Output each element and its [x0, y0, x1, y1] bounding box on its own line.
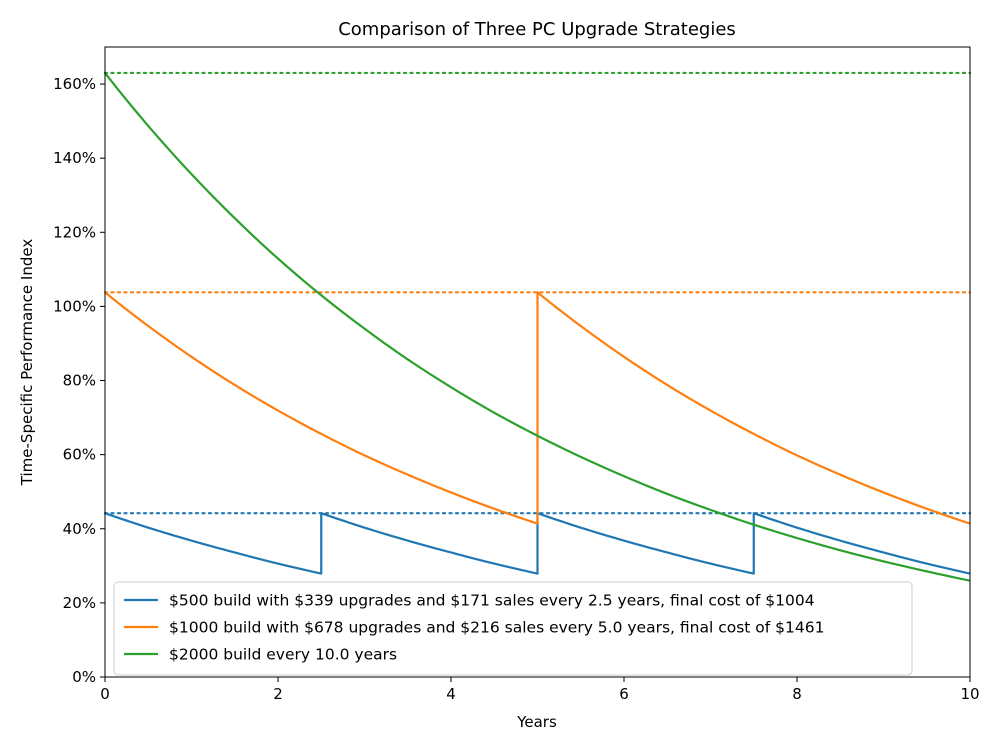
chart-title: Comparison of Three PC Upgrade Strategie… — [338, 19, 736, 40]
reference-lines — [103, 71, 972, 515]
x-tick-label: 6 — [619, 685, 629, 703]
series-line — [104, 72, 971, 582]
x-axis: 0 2 4 6 8 10 — [100, 677, 980, 703]
legend-entry: $500 build with $339 upgrades and $171 s… — [169, 592, 815, 610]
y-tick-label: 0% — [72, 668, 96, 686]
x-tick-label: 0 — [100, 685, 110, 703]
x-axis-label: Years — [516, 713, 557, 731]
legend-entry: $1000 build with $678 upgrades and $216 … — [169, 619, 824, 637]
y-tick-label: 160% — [53, 75, 96, 93]
series-lines — [104, 72, 971, 582]
x-tick-label: 4 — [446, 685, 456, 703]
legend-entry: $2000 build every 10.0 years — [169, 646, 397, 664]
y-tick-label: 80% — [63, 372, 96, 390]
x-tick-label: 8 — [792, 685, 802, 703]
y-tick-label: 120% — [53, 223, 96, 241]
legend: $500 build with $339 upgrades and $171 s… — [113, 581, 913, 676]
series-line — [104, 291, 971, 525]
y-tick-label: 140% — [53, 149, 96, 167]
y-tick-label: 100% — [53, 297, 96, 315]
y-axis-label: Time-Specific Performance Index — [18, 239, 36, 487]
y-tick-label: 60% — [63, 446, 96, 464]
y-axis: 0% 20% 40% 60% 80% 100% 120% 140% 160% — [53, 75, 105, 686]
legend-box — [113, 581, 913, 676]
x-tick-label: 10 — [960, 685, 979, 703]
y-tick-label: 20% — [63, 594, 96, 612]
x-tick-label: 2 — [273, 685, 283, 703]
series-line — [104, 512, 971, 575]
plot-frame — [104, 46, 971, 678]
y-tick-label: 40% — [63, 520, 96, 538]
